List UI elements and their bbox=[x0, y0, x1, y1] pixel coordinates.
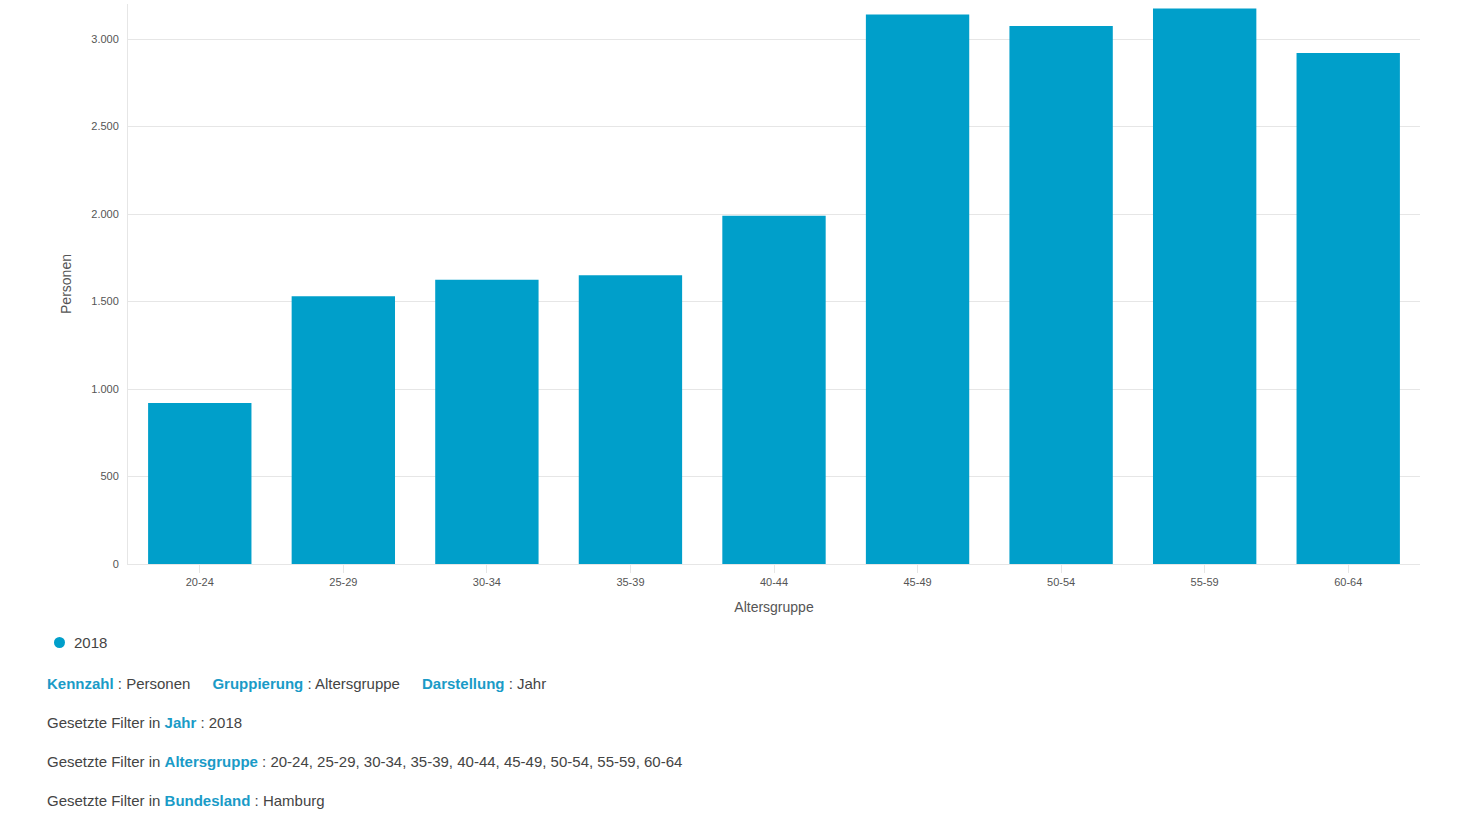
svg-text:500: 500 bbox=[100, 470, 118, 482]
svg-text:55-59: 55-59 bbox=[1191, 576, 1219, 588]
html-text:Kennzahl: Personen: Kennzahl: Personen bbox=[47, 675, 191, 692]
html-text:Darstellung: Jahr: Darstellung: Jahr bbox=[422, 675, 547, 692]
svg-text:25-29: 25-29 bbox=[329, 576, 357, 588]
svg-text:35-39: 35-39 bbox=[616, 576, 644, 588]
svg-text:60-64: 60-64 bbox=[1334, 576, 1362, 588]
svg-text:2.000: 2.000 bbox=[91, 208, 119, 220]
svg-text:Altersgruppe: Altersgruppe bbox=[734, 599, 814, 615]
svg-text:45-49: 45-49 bbox=[903, 576, 931, 588]
svg-text:20-24: 20-24 bbox=[186, 576, 214, 588]
svg-text:Personen: Personen bbox=[58, 254, 74, 314]
html-text:2018: 2018 bbox=[74, 634, 108, 651]
svg-text:2.500: 2.500 bbox=[91, 120, 119, 132]
html-text:Gesetzte Filter in Bundesland:: Gesetzte Filter in Bundesland: Hamburg bbox=[47, 792, 325, 809]
svg-text:3.000: 3.000 bbox=[91, 33, 119, 45]
svg-text:50-54: 50-54 bbox=[1047, 576, 1075, 588]
svg-text:30-34: 30-34 bbox=[473, 576, 501, 588]
html-text:Gesetzte Filter in Altersgrupp: Gesetzte Filter in Altersgruppe: 20-24, … bbox=[47, 753, 683, 770]
html-text:Gruppierung: Altersgruppe: Gruppierung: Altersgruppe bbox=[212, 675, 400, 692]
svg-text:1.500: 1.500 bbox=[91, 295, 119, 307]
svg-text:0: 0 bbox=[113, 558, 119, 570]
html-text:Gesetzte Filter in Jahr: 2018: Gesetzte Filter in Jahr: 2018 bbox=[47, 714, 243, 731]
svg-text:40-44: 40-44 bbox=[760, 576, 788, 588]
svg-text:1.000: 1.000 bbox=[91, 383, 119, 395]
